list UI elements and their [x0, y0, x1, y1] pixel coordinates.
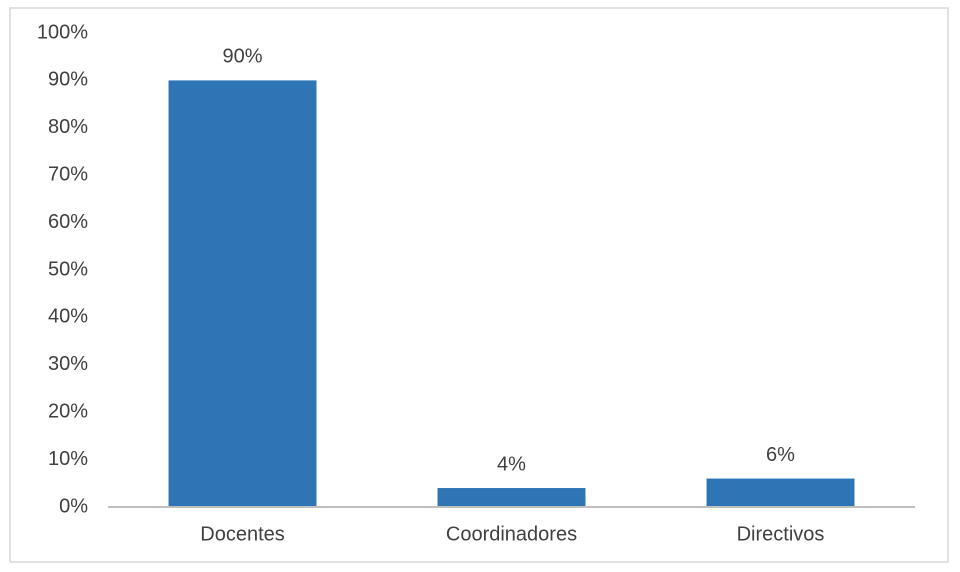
value-label: 6% — [766, 444, 795, 466]
y-tick-label: 40% — [48, 306, 88, 328]
value-label: 90% — [222, 46, 262, 68]
y-tick-label: 100% — [37, 21, 88, 43]
y-tick-label: 0% — [59, 495, 88, 517]
chart-border — [9, 7, 949, 563]
x-tick-label: Coordinadores — [446, 523, 577, 545]
y-tick-label: 20% — [48, 400, 88, 422]
bar — [437, 488, 586, 507]
y-tick-label: 70% — [48, 163, 88, 185]
x-tick-label: Docentes — [200, 523, 285, 545]
y-tick-label: 50% — [48, 258, 88, 280]
value-label: 4% — [497, 453, 526, 475]
y-tick-label: 10% — [48, 448, 88, 470]
y-tick-label: 60% — [48, 211, 88, 233]
bar — [706, 478, 855, 507]
x-tick-label: Directivos — [737, 523, 825, 545]
bar — [168, 80, 317, 508]
y-tick-label: 90% — [48, 69, 88, 91]
y-tick-label: 80% — [48, 116, 88, 138]
y-tick-label: 30% — [48, 353, 88, 375]
